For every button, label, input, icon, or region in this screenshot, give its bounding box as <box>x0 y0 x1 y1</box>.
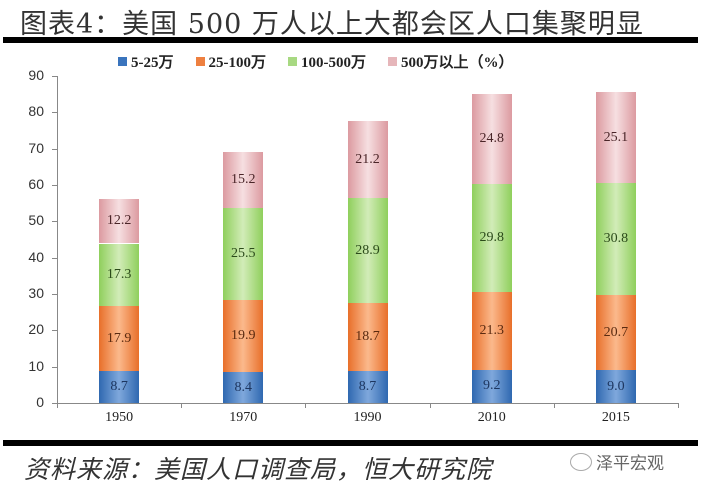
bar-segment: 8.7 <box>99 371 140 403</box>
legend-label: 500万以上（%） <box>401 55 514 71</box>
y-tick <box>52 148 57 150</box>
y-tick-label: 40 <box>28 248 44 265</box>
source-note: 资料来源：美国人口调查局，恒大研究院 <box>24 455 493 484</box>
x-tick-label: 1950 <box>105 410 134 425</box>
data-label: 15.2 <box>231 171 256 187</box>
data-label: 9.2 <box>482 378 501 394</box>
x-axis <box>57 403 678 404</box>
legend-swatch-green <box>288 57 297 66</box>
x-tick-label: 1990 <box>353 410 382 425</box>
bar-segment: 9.2 <box>471 369 512 403</box>
y-tick <box>52 112 57 114</box>
y-tick-label: 10 <box>28 357 44 374</box>
legend-item-100-500: 100-500万 <box>288 51 366 72</box>
y-tick <box>52 403 57 404</box>
bar-2010: 9.2 21.3 29.8 24.8 <box>471 93 512 403</box>
y-tick <box>52 330 57 332</box>
x-tick-label: 2010 <box>477 410 506 425</box>
legend-swatch-orange <box>195 57 205 66</box>
bar-1970: 8.4 19.9 25.5 15.2 <box>223 152 264 403</box>
legend-item-5-25: 5-25万 <box>118 51 174 72</box>
bar-segment: 17.3 <box>99 243 140 307</box>
data-label: 24.8 <box>479 130 504 146</box>
y-tick-label: 50 <box>28 212 44 229</box>
legend-swatch-pink <box>388 57 397 66</box>
data-label: 30.8 <box>603 231 629 247</box>
bar-segment: 17.9 <box>99 306 140 372</box>
y-axis <box>57 76 58 403</box>
data-label: 21.2 <box>355 151 380 167</box>
bar-segment: 19.9 <box>223 300 264 373</box>
x-tick <box>57 403 58 408</box>
legend-label: 25-100万 <box>208 55 267 71</box>
bottom-divider <box>3 440 698 446</box>
y-tick <box>52 185 57 186</box>
y-tick-label: 30 <box>28 285 44 301</box>
chart-legend: 5-25万 25-100万 100-500万 500万以上（%） <box>118 51 514 72</box>
x-tick <box>429 403 431 408</box>
data-label: 8.7 <box>110 379 128 395</box>
data-label: 8.4 <box>234 379 253 395</box>
data-label: 21.3 <box>479 322 504 338</box>
y-tick-label: 90 <box>28 67 44 83</box>
bar-segment: 30.8 <box>595 183 636 296</box>
bar-segment: 8.4 <box>223 372 264 403</box>
data-label: 18.7 <box>355 329 380 345</box>
x-tick <box>305 403 307 408</box>
plot-area: 0 10 20 30 40 50 60 70 80 90 8.7 17.9 17.3 12.2 1950 8.… <box>28 67 679 425</box>
data-label: 17.9 <box>106 330 132 346</box>
bar-segment: 9.0 <box>595 370 636 403</box>
chart-title: 图表4：美国 500 万人以上大都会区人口集聚明显 <box>20 9 644 40</box>
data-label: 17.3 <box>106 266 132 282</box>
data-label: 8.7 <box>358 379 377 395</box>
bar-segment: 25.1 <box>595 91 636 184</box>
watermark: 泽平宏观 <box>570 449 664 474</box>
x-tick <box>553 403 555 408</box>
data-label: 25.5 <box>231 245 256 261</box>
legend-item-500-plus: 500万以上（%） <box>388 51 514 72</box>
bar-segment: 15.2 <box>223 152 264 208</box>
data-label: 28.9 <box>355 242 380 258</box>
wechat-icon <box>570 452 592 471</box>
bar-1950: 8.7 17.9 17.3 12.2 <box>99 199 140 403</box>
y-tick <box>52 294 57 295</box>
x-tick-label: 2015 <box>601 410 630 425</box>
legend-label: 100-500万 <box>301 55 366 71</box>
y-tick <box>52 257 57 259</box>
y-tick-label: 80 <box>28 103 44 120</box>
y-tick <box>52 76 57 77</box>
bar-segment: 25.5 <box>223 207 264 301</box>
data-label: 9.0 <box>607 378 625 394</box>
bar-segment: 21.2 <box>347 121 388 199</box>
bar-segment: 28.9 <box>347 198 388 304</box>
data-label: 29.8 <box>479 230 504 246</box>
x-tick <box>678 403 679 408</box>
bar-2015: 9.0 20.7 30.8 25.1 <box>595 91 636 403</box>
bar-segment: 8.7 <box>347 371 388 403</box>
bar-segment: 29.8 <box>471 183 512 293</box>
legend-label: 5-25万 <box>131 55 174 71</box>
data-label: 25.1 <box>603 129 629 145</box>
bar-1990: 8.7 18.7 28.9 21.2 <box>347 121 388 403</box>
bar-segment: 20.7 <box>595 295 636 371</box>
bar-segment: 18.7 <box>347 303 388 372</box>
legend-item-25-100: 25-100万 <box>195 51 267 72</box>
x-tick <box>181 403 183 408</box>
y-tick-label: 70 <box>28 139 44 156</box>
bar-segment: 21.3 <box>471 292 512 370</box>
top-divider <box>3 37 698 43</box>
y-tick <box>52 366 57 368</box>
y-tick-label: 60 <box>28 176 44 192</box>
bar-segment: 12.2 <box>99 199 140 244</box>
x-tick-label: 1970 <box>229 410 258 425</box>
data-label: 19.9 <box>231 328 256 344</box>
y-tick <box>52 221 57 223</box>
y-tick-label: 0 <box>36 394 44 410</box>
watermark-label: 泽平宏观 <box>596 454 664 474</box>
data-label: 20.7 <box>603 324 629 340</box>
legend-swatch-blue <box>118 57 127 66</box>
bar-segment: 24.8 <box>471 93 512 184</box>
y-tick-label: 20 <box>28 321 44 338</box>
data-label: 12.2 <box>106 213 132 229</box>
